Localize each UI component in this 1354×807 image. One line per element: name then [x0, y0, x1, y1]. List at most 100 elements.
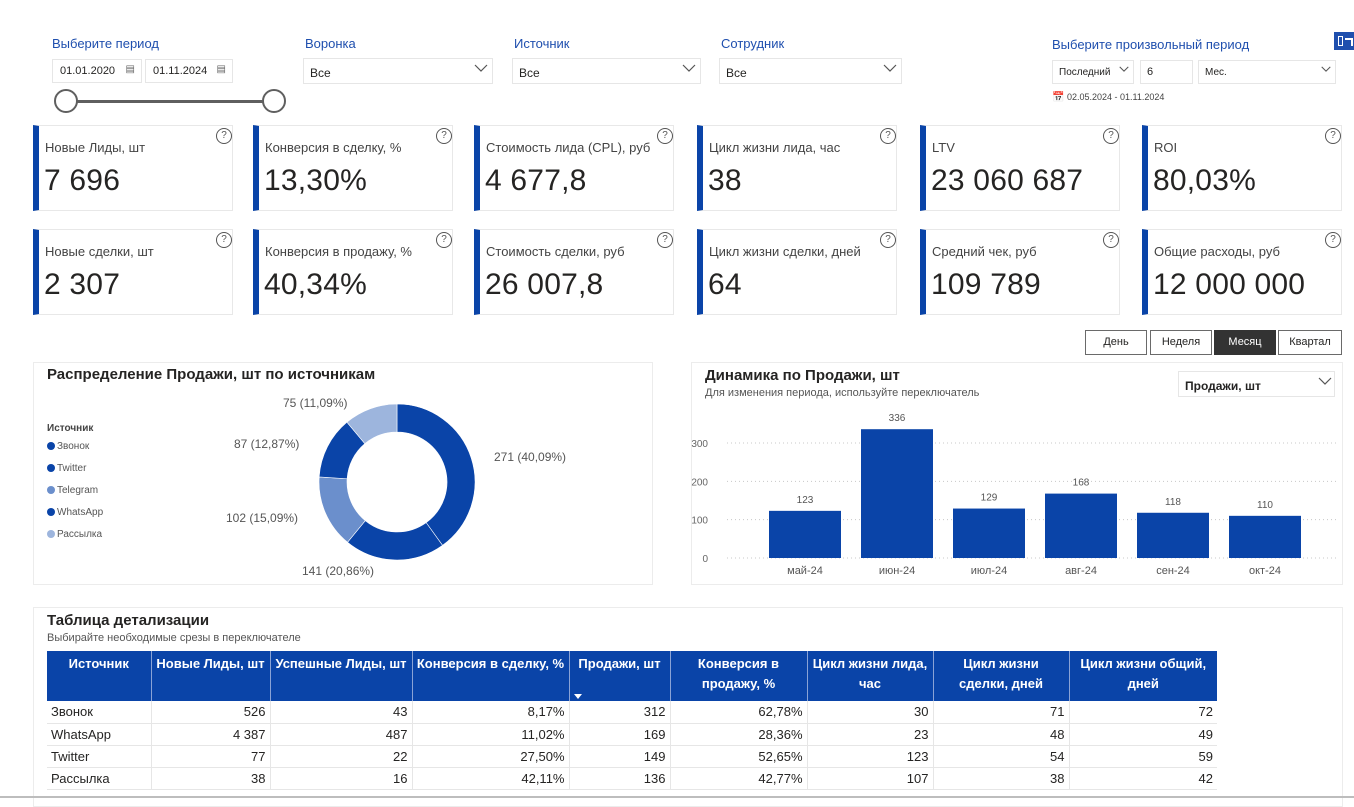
- employee-dropdown[interactable]: Все: [719, 58, 902, 84]
- column-header[interactable]: Новые Лиды, шт: [151, 651, 271, 701]
- x-tick-label: июн-24: [879, 565, 915, 577]
- help-icon[interactable]: ?: [216, 232, 232, 248]
- bar[interactable]: [1045, 493, 1117, 558]
- legend-item[interactable]: Рассылка: [47, 529, 102, 540]
- donut-slice[interactable]: [396, 403, 476, 546]
- legend-item[interactable]: Telegram: [47, 485, 98, 496]
- column-header[interactable]: Цикл жизни лида, час: [807, 651, 934, 701]
- column-header-label: Цикл жизни общий, дней: [1080, 656, 1207, 691]
- table-row[interactable]: WhatsApp 4 387 487 11,02% 169 28,36% 23 48 49: [47, 723, 1217, 746]
- start-date-value: 01.01.2020: [60, 65, 116, 77]
- end-date-input[interactable]: 01.11.2024 ▤: [145, 59, 233, 83]
- period-slider-end-handle[interactable]: [262, 89, 286, 113]
- legend-item[interactable]: Twitter: [47, 463, 86, 474]
- help-icon[interactable]: ?: [657, 232, 673, 248]
- legend-dot-icon: [47, 464, 55, 472]
- custom-period-mode-dropdown[interactable]: Последний: [1052, 60, 1134, 84]
- donut-data-label: 102 (15,09%): [226, 511, 299, 525]
- detail-table: Источник Новые Лиды, шт Успешные Лиды, шт К…: [47, 651, 1217, 790]
- calendar-icon[interactable]: ▤: [125, 64, 135, 75]
- legend-item[interactable]: Звонок: [47, 441, 89, 452]
- table-cell: 526: [151, 701, 271, 724]
- sort-descending-icon[interactable]: [573, 694, 582, 699]
- column-header[interactable]: Успешные Лиды, шт: [270, 651, 413, 701]
- bar-data-label: 118: [1165, 497, 1181, 508]
- column-header-label: Цикл жизни сделки, дней: [958, 656, 1044, 691]
- start-date-input[interactable]: 01.01.2020 ▤: [52, 59, 142, 83]
- table-cell: 8,17%: [412, 701, 570, 724]
- column-header[interactable]: Конверсия в продажу, %: [670, 651, 808, 701]
- horizontal-scrollbar[interactable]: [0, 796, 1354, 798]
- legend-dot-icon: [47, 530, 55, 538]
- table-cell: 312: [569, 701, 671, 724]
- measure-dropdown[interactable]: Продажи, шт: [1178, 371, 1335, 397]
- legend-label: Звонок: [57, 441, 90, 452]
- detail-table-subtitle: Выбирайте необходимые срезы в переключат…: [47, 632, 301, 644]
- kpi-card: Стоимость лида (CPL), руб 4 677,8?: [474, 125, 674, 211]
- period-button[interactable]: Квартал: [1278, 330, 1342, 355]
- legend-title: Источник: [47, 423, 94, 434]
- kpi-title: Новые сделки, шт: [45, 244, 154, 259]
- bar[interactable]: [769, 510, 841, 558]
- donut-data-label: 87 (12,87%): [234, 437, 300, 451]
- legend-label: WhatsApp: [57, 507, 104, 518]
- source-dropdown[interactable]: Все: [512, 58, 701, 84]
- help-icon[interactable]: ?: [216, 128, 232, 144]
- bar-data-label: 168: [1073, 478, 1090, 489]
- table-cell: 72: [1069, 701, 1217, 724]
- legend-item[interactable]: WhatsApp: [47, 507, 103, 518]
- period-slider-track[interactable]: [66, 100, 274, 103]
- help-icon[interactable]: ?: [880, 128, 896, 144]
- custom-period-count-input[interactable]: 6: [1140, 60, 1193, 84]
- donut-slice[interactable]: [346, 403, 398, 445]
- column-header[interactable]: Цикл жизни общий, дней: [1069, 651, 1217, 701]
- period-slider-start-handle[interactable]: [54, 89, 78, 113]
- column-header[interactable]: Конверсия в сделку, %: [412, 651, 570, 701]
- period-button[interactable]: Месяц: [1214, 330, 1276, 355]
- column-header[interactable]: Продажи, шт: [569, 651, 671, 701]
- kpi-card: Цикл жизни лида, час 38?: [697, 125, 897, 211]
- period-button[interactable]: Неделя: [1150, 330, 1212, 355]
- period-button[interactable]: День: [1085, 330, 1147, 355]
- custom-period-unit-dropdown[interactable]: Мес.: [1198, 60, 1336, 84]
- kpi-card: Средний чек, руб 109 789?: [920, 229, 1120, 315]
- help-icon[interactable]: ?: [657, 128, 673, 144]
- chevron-down-icon: [1119, 65, 1129, 75]
- funnel-dropdown-value: Все: [310, 66, 331, 80]
- column-header[interactable]: Цикл жизни сделки, дней: [933, 651, 1070, 701]
- source-dropdown-value: Все: [519, 66, 540, 80]
- table-row[interactable]: Twitter 77 22 27,50% 149 52,65% 123 54 59: [47, 745, 1217, 768]
- help-icon[interactable]: ?: [1325, 232, 1341, 248]
- help-icon[interactable]: ?: [1103, 128, 1119, 144]
- table-cell: 38: [151, 767, 271, 790]
- bar[interactable]: [1137, 512, 1209, 558]
- kpi-card: LTV 23 060 687?: [920, 125, 1120, 211]
- table-cell: 62,78%: [670, 701, 808, 724]
- donut-slice[interactable]: [347, 520, 443, 561]
- table-row[interactable]: Звонок 526 43 8,17% 312 62,78% 30 71 72: [47, 701, 1217, 724]
- app-logo-icon[interactable]: [1334, 32, 1354, 50]
- bar[interactable]: [1229, 515, 1301, 558]
- calendar-icon[interactable]: ▤: [216, 64, 226, 75]
- bar-data-label: 336: [889, 413, 906, 424]
- help-icon[interactable]: ?: [436, 128, 452, 144]
- bar[interactable]: [953, 508, 1025, 558]
- table-row[interactable]: Рассылка 38 16 42,11% 136 42,77% 107 38 42: [47, 767, 1217, 790]
- table-cell: Рассылка: [47, 767, 152, 790]
- help-icon[interactable]: ?: [1325, 128, 1341, 144]
- table-cell: 42,11%: [412, 767, 570, 790]
- table-cell: 149: [569, 745, 671, 768]
- kpi-value: 109 789: [931, 268, 1041, 301]
- y-tick-label: 100: [691, 516, 708, 527]
- help-icon[interactable]: ?: [1103, 232, 1119, 248]
- help-icon[interactable]: ?: [436, 232, 452, 248]
- kpi-card: Конверсия в продажу, % 40,34%?: [253, 229, 453, 315]
- column-header[interactable]: Источник: [47, 651, 152, 701]
- help-icon[interactable]: ?: [880, 232, 896, 248]
- bar-chart: 0 100 200 300 123 май-24 336 июн-24 129 июл-24 168…: [691, 413, 1337, 577]
- funnel-dropdown[interactable]: Все: [303, 58, 493, 84]
- kpi-card: Новые Лиды, шт 7 696?: [33, 125, 233, 211]
- bar[interactable]: [861, 429, 933, 558]
- custom-period-mode-value: Последний: [1059, 67, 1111, 78]
- table-cell: 54: [933, 745, 1070, 768]
